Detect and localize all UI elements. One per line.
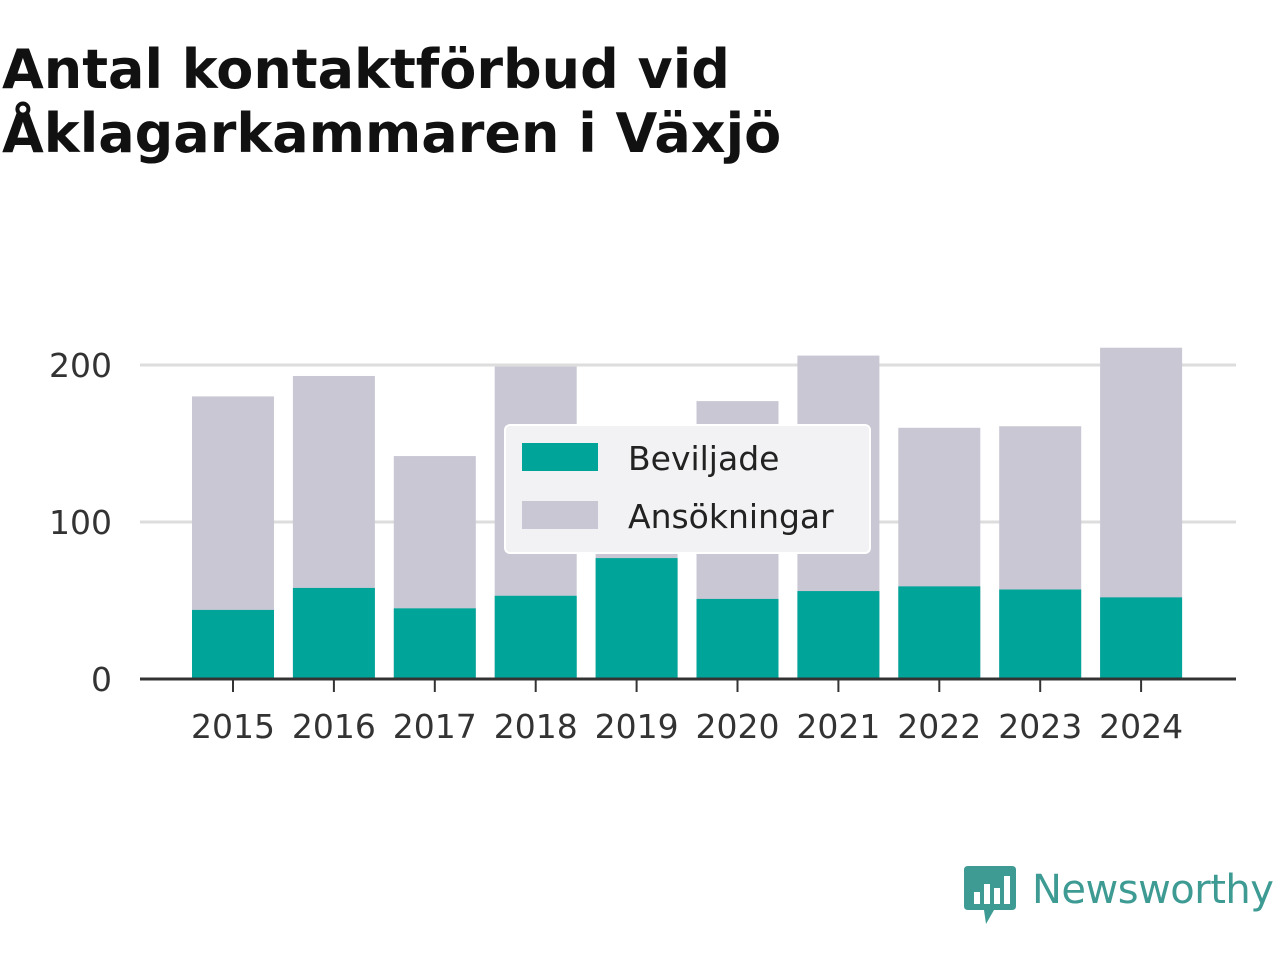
bar-beviljade [494, 595, 577, 679]
bar-beviljade [292, 587, 375, 679]
legend-label-ansokningar: Ansökningar [628, 497, 834, 536]
x-tick-label: 2020 [696, 707, 780, 746]
chart-title-line-1: Antal kontaktförbud vid [2, 38, 730, 101]
bar-beviljade [696, 598, 779, 679]
bar-beviljade [595, 558, 678, 679]
chart-title-line-2: Åklagarkammaren i Växjö [2, 102, 782, 165]
x-tick-label: 2017 [393, 707, 477, 746]
brand-name: Newsworthy [1032, 867, 1274, 913]
bar-beviljade [898, 586, 981, 679]
bar-beviljade [393, 608, 476, 679]
y-tick-label: 0 [91, 660, 112, 699]
x-tick-label: 2024 [1099, 707, 1183, 746]
chart-title: Antal kontaktförbud vid Åklagarkammaren … [2, 38, 1002, 166]
bar-beviljade [1100, 597, 1183, 679]
bar-beviljade [192, 609, 274, 679]
axes: 0 100 200 2015 2016 2017 2018 2019 2020 2021 2022 2… [49, 346, 1236, 746]
x-tick-label: 2019 [595, 707, 679, 746]
x-tick-label: 2016 [292, 707, 376, 746]
x-tick-label: 2022 [897, 707, 981, 746]
newsworthy-logo: Newsworthy [964, 862, 1274, 928]
y-tick-label: 200 [49, 346, 112, 385]
x-tick-label: 2021 [796, 707, 880, 746]
bar-beviljade [999, 589, 1082, 679]
legend-label-beviljade: Beviljade [628, 439, 779, 478]
legend: Beviljade Ansökningar [504, 424, 871, 554]
bar-beviljade [797, 591, 880, 679]
legend-swatch-ansokningar [522, 501, 598, 529]
x-tick-label: 2023 [998, 707, 1082, 746]
x-tick-label: 2018 [494, 707, 578, 746]
y-tick-label: 100 [49, 503, 112, 542]
x-tick-label: 2015 [191, 707, 275, 746]
legend-swatch-beviljade [522, 443, 598, 471]
newsworthy-logo-icon [964, 866, 1016, 924]
